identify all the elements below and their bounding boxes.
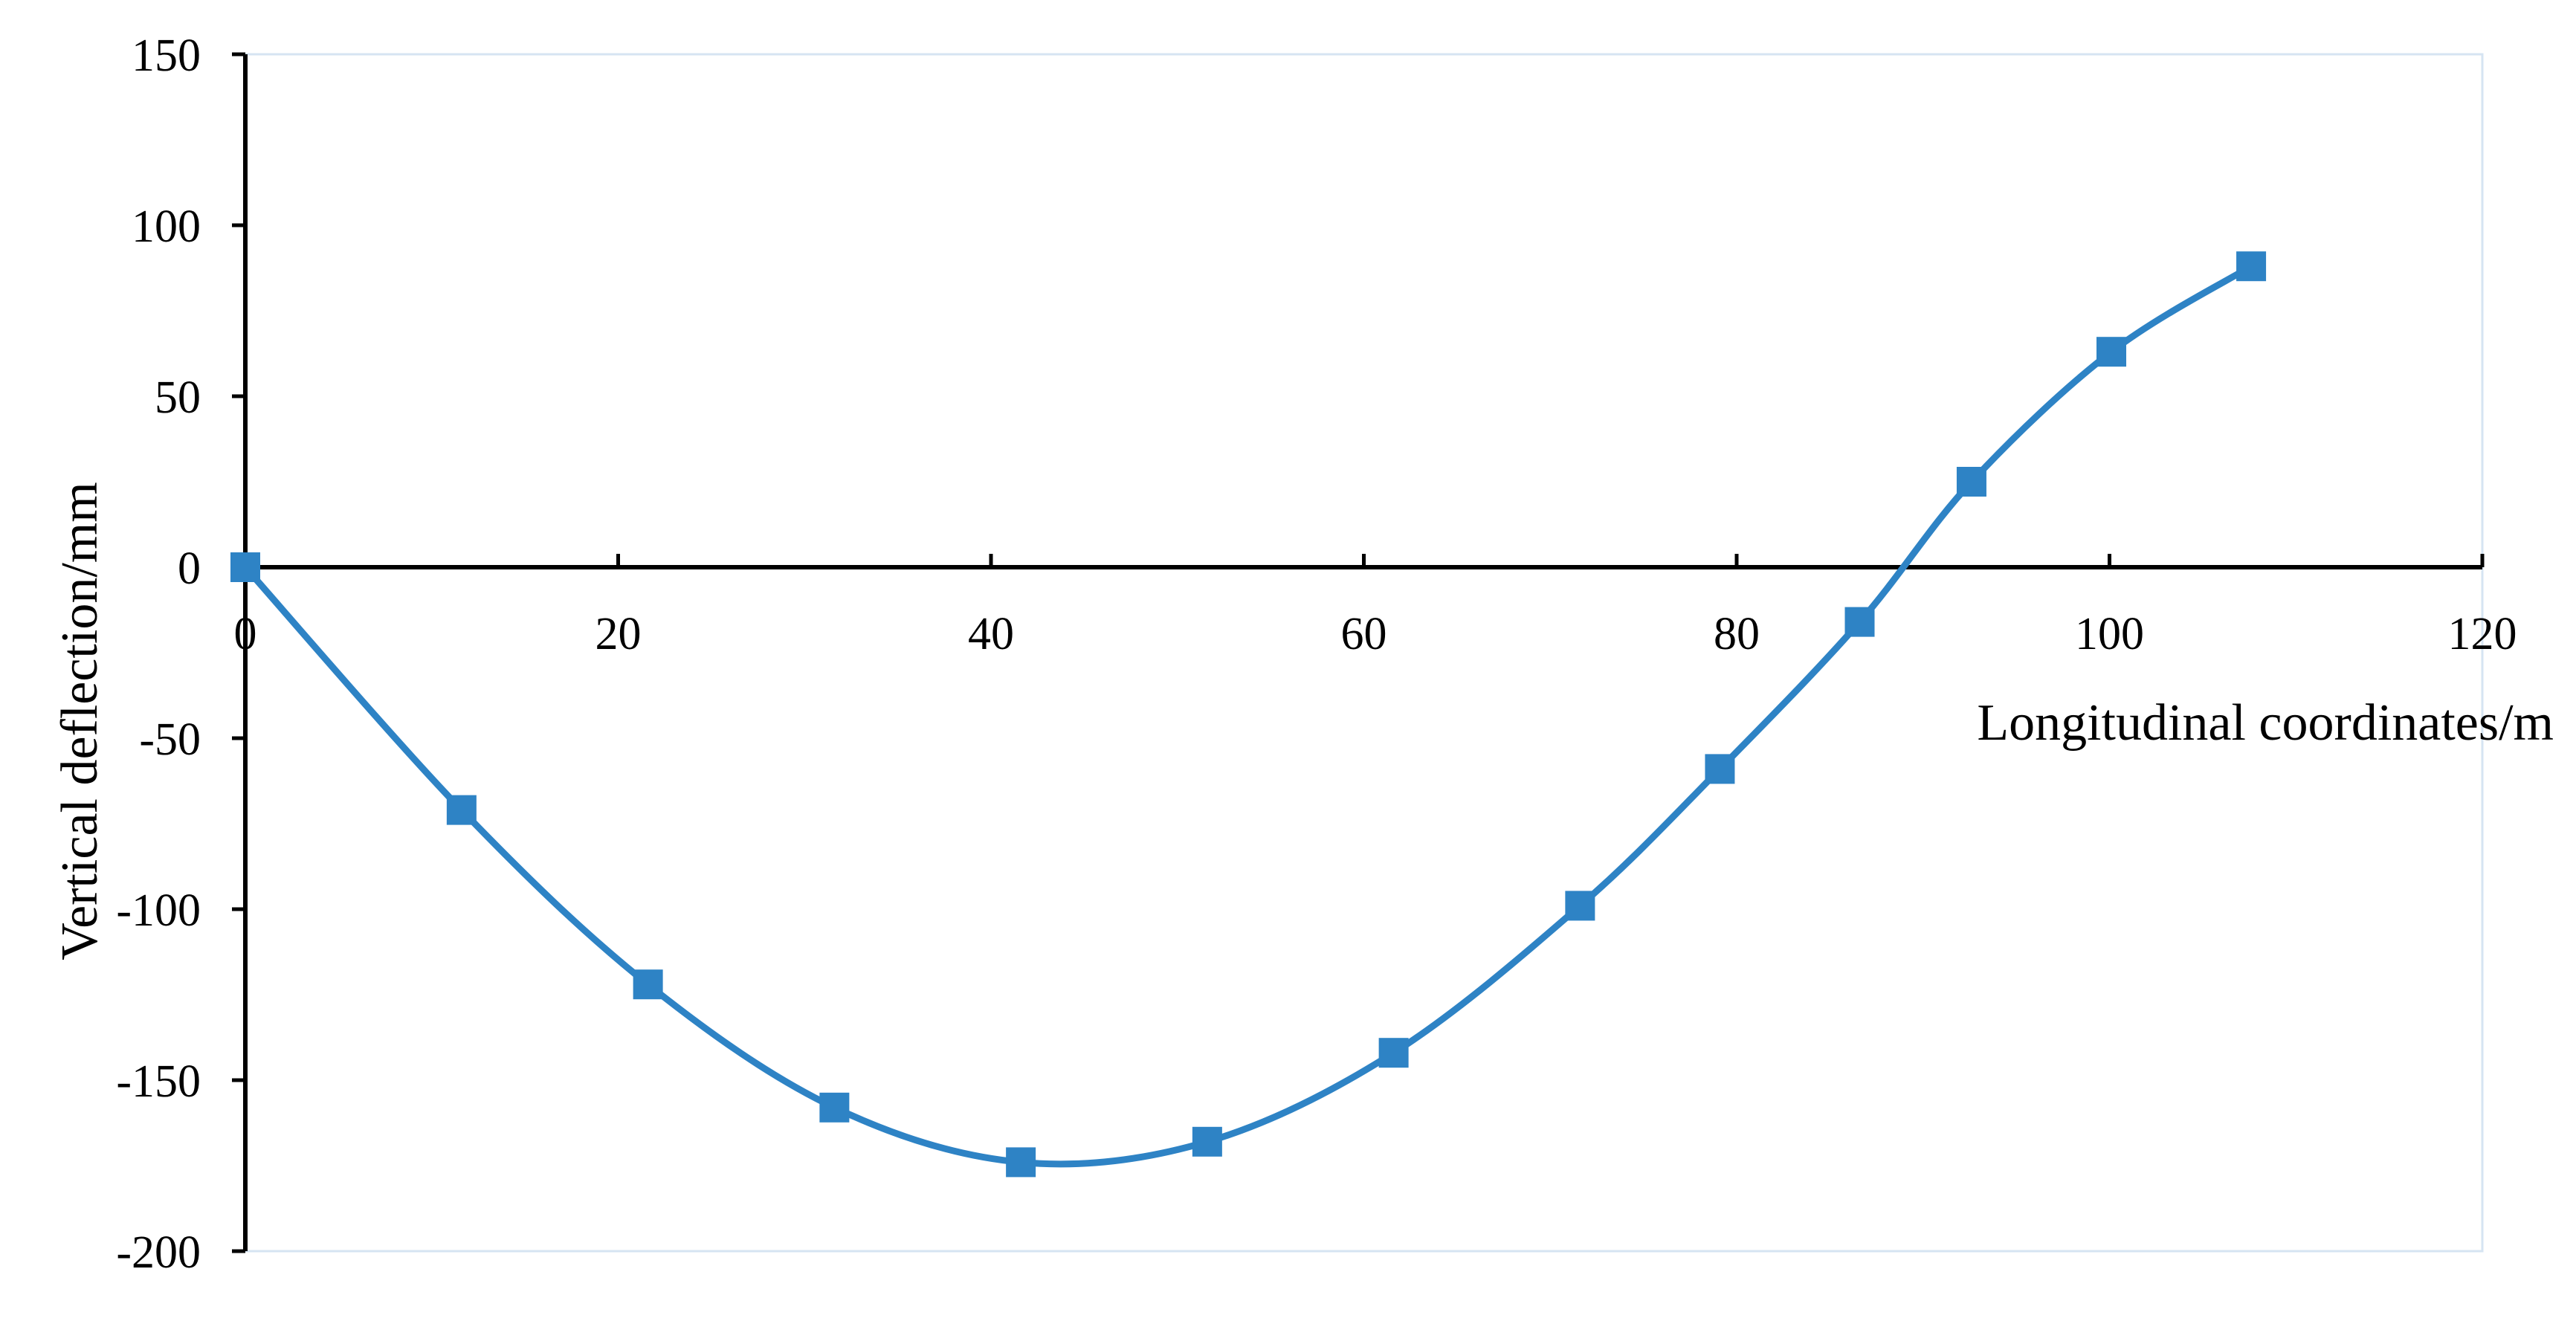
data-point (1956, 467, 1986, 497)
data-point (1705, 754, 1735, 784)
x-ticks: 0 20 40 60 80 100 120 (234, 554, 2517, 659)
y-tick-label: -200 (116, 1227, 201, 1278)
data-point (1006, 1147, 1036, 1178)
y-tick-label: -100 (116, 885, 201, 936)
y-ticks: 150 100 50 0 -50 -100 -150 -200 (116, 30, 245, 1278)
x-tick-label: 20 (595, 609, 642, 659)
data-point (1378, 1038, 1409, 1068)
y-tick-label: 100 (132, 201, 201, 252)
x-tick-label: 80 (1714, 609, 1760, 659)
x-axis-title: Longitudinal coordinates/m (1977, 694, 2554, 752)
y-axis-title: Vertical deflection/mm (51, 482, 109, 960)
y-tick-label: -50 (139, 714, 201, 765)
x-tick-label: 40 (968, 609, 1014, 659)
data-point (230, 552, 260, 582)
y-tick-label: 150 (132, 30, 201, 81)
data-point (633, 969, 663, 1000)
data-point (819, 1092, 850, 1123)
data-point (1192, 1126, 1222, 1157)
x-tick-label: 120 (2448, 609, 2517, 659)
x-tick-label: 0 (234, 609, 257, 659)
data-point (446, 795, 477, 825)
data-point (1844, 607, 1875, 637)
y-tick-label: 50 (155, 372, 201, 423)
deflection-series-markers (230, 251, 2267, 1178)
x-tick-label: 60 (1341, 609, 1387, 659)
x-tick-label: 100 (2075, 609, 2144, 659)
data-point (2096, 337, 2127, 367)
data-point (2236, 251, 2267, 282)
data-point (1565, 891, 1595, 921)
deflection-series-line (242, 262, 2255, 1168)
y-tick-label: -150 (116, 1056, 201, 1107)
y-tick-label: 0 (178, 543, 201, 594)
